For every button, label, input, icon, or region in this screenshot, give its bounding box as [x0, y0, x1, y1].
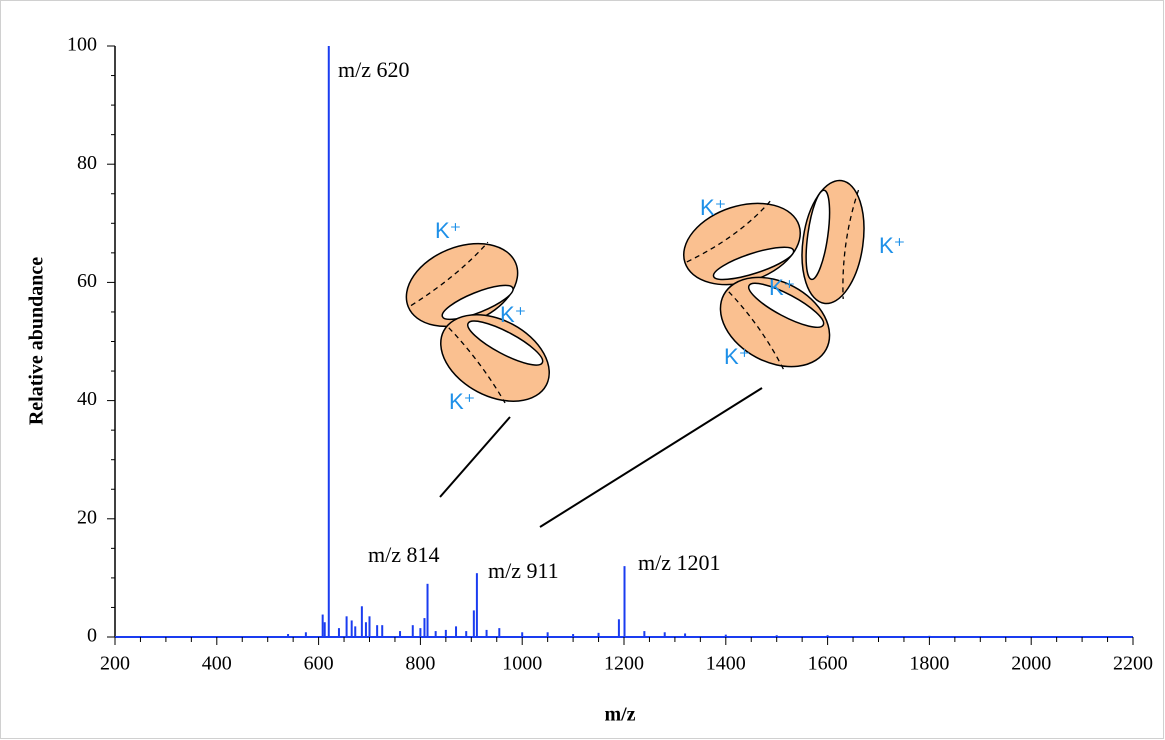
ion-label: K⁺: [879, 233, 905, 258]
y-tick-label: 20: [77, 506, 97, 528]
y-axis-label: Relative abundance: [26, 257, 48, 425]
x-tick-label: 1000: [502, 653, 542, 675]
x-tick-label: 1600: [808, 653, 848, 675]
peak-annotation: m/z 911: [488, 558, 559, 583]
x-tick-label: 1400: [706, 653, 746, 675]
y-tick-label: 0: [87, 625, 97, 647]
x-axis-label: m/z: [604, 704, 635, 726]
y-tick-label: 80: [77, 152, 97, 174]
structures: [405, 179, 865, 528]
y-tick-label: 60: [77, 270, 97, 292]
x-tick-label: 200: [100, 653, 130, 675]
ion-label: K⁺: [724, 344, 750, 369]
x-tick-label: 1200: [604, 653, 644, 675]
peak-annotation: m/z 814: [368, 542, 440, 567]
y-tick-label: 100: [67, 34, 97, 56]
ion-label: K⁺: [500, 302, 526, 327]
x-tick-label: 400: [202, 653, 232, 675]
ion-label: K⁺: [435, 218, 461, 243]
ion-label: K⁺: [449, 389, 475, 414]
x-tick-label: 2000: [1011, 653, 1051, 675]
x-tick-label: 2200: [1113, 653, 1153, 675]
x-tick-label: 600: [304, 653, 334, 675]
y-tick-label: 40: [77, 388, 97, 410]
peak-annotation: m/z 620: [338, 57, 410, 82]
ion-label: K⁺: [700, 195, 726, 220]
x-tick-label: 1800: [909, 653, 949, 675]
peak-annotation: m/z 1201: [638, 550, 721, 575]
x-tick-label: 800: [405, 653, 435, 675]
ion-label: K⁺: [769, 275, 795, 300]
